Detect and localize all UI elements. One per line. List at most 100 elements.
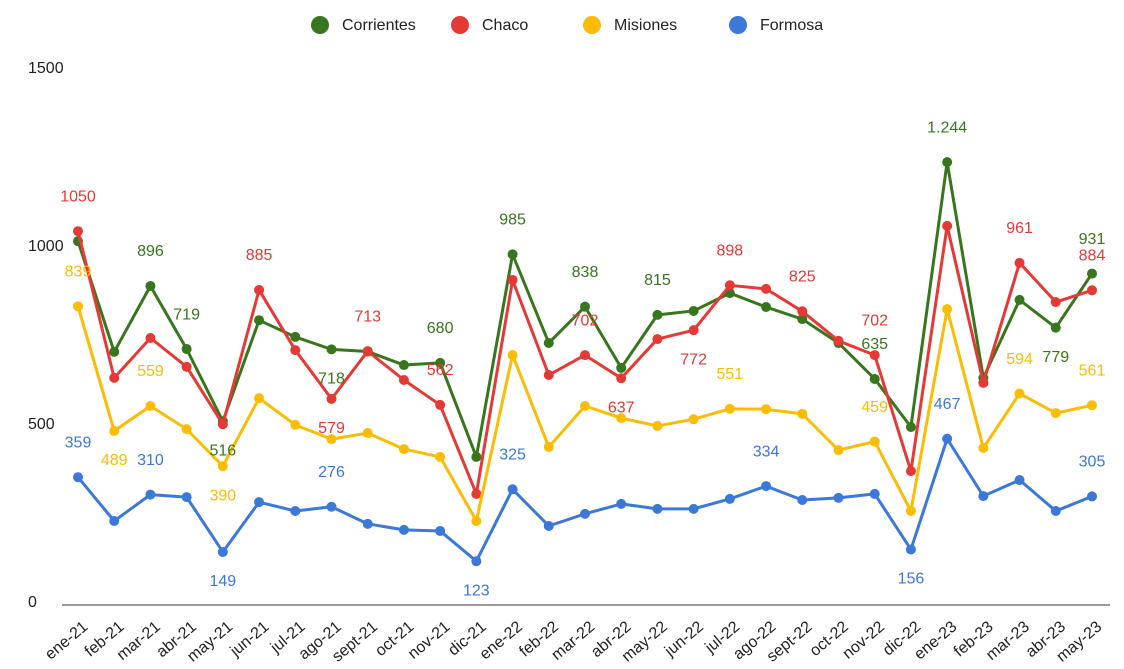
data-point [73, 226, 83, 237]
data-point [109, 372, 120, 383]
data-point [724, 280, 735, 291]
data-label: 779 [1042, 349, 1069, 366]
data-point [869, 350, 880, 361]
data-point [435, 451, 446, 462]
data-point [1050, 297, 1061, 308]
data-point [616, 362, 627, 373]
data-point [797, 314, 808, 325]
data-point [761, 404, 772, 415]
data-label: 149 [210, 573, 237, 590]
data-label: 276 [318, 464, 345, 481]
data-point [73, 472, 83, 483]
data-label: 551 [717, 366, 744, 383]
data-point [145, 281, 156, 292]
data-point [181, 492, 192, 503]
data-point [326, 344, 337, 355]
data-point [833, 335, 844, 346]
data-label: 713 [354, 308, 381, 325]
data-point [435, 399, 446, 410]
x-tick-label: nov-21 [405, 618, 453, 663]
data-point [761, 283, 772, 294]
data-point [507, 350, 518, 361]
data-point [1050, 506, 1061, 517]
data-point [1014, 475, 1025, 486]
y-tick-label: 1000 [28, 238, 64, 255]
data-point [942, 433, 953, 444]
data-label: 489 [101, 452, 128, 469]
data-label: 637 [608, 399, 635, 416]
data-label: 156 [898, 571, 925, 588]
data-point [905, 506, 916, 517]
data-point [326, 393, 337, 404]
data-point [181, 424, 192, 435]
data-point [543, 520, 554, 531]
data-point [543, 337, 554, 348]
data-point [109, 346, 120, 357]
legend-marker [311, 16, 329, 34]
data-point [1050, 408, 1061, 419]
data-point [797, 494, 808, 505]
data-point [978, 491, 989, 502]
data-point [1014, 257, 1025, 268]
data-label: 884 [1079, 248, 1106, 265]
data-point [507, 484, 518, 495]
data-label: 325 [499, 447, 526, 464]
data-point [290, 331, 301, 342]
data-point [181, 344, 192, 355]
legend-marker [583, 16, 601, 34]
data-point [435, 525, 446, 536]
data-point [362, 346, 373, 357]
data-point [471, 488, 482, 499]
legend-label: Misiones [614, 17, 677, 34]
x-tick-label: ene-21 [42, 618, 91, 663]
data-label: 467 [934, 396, 961, 413]
data-point [797, 306, 808, 317]
data-label: 359 [65, 434, 92, 451]
x-tick-label: jun-21 [227, 618, 273, 660]
data-point [688, 414, 699, 425]
data-point [362, 518, 373, 529]
data-point [1014, 388, 1025, 399]
data-label: 961 [1006, 220, 1033, 237]
data-label: 702 [861, 312, 888, 329]
data-point [580, 400, 590, 411]
data-point [905, 544, 916, 555]
data-point [217, 546, 228, 557]
data-point [1087, 285, 1097, 296]
y-tick-label: 1500 [28, 60, 64, 77]
data-point [362, 428, 373, 439]
data-label: 838 [572, 264, 599, 281]
data-label: 885 [246, 247, 273, 264]
data-label: 561 [1079, 363, 1106, 380]
data-point [942, 157, 953, 168]
legend-marker [729, 16, 747, 34]
data-point [326, 434, 337, 445]
legend-label: Chaco [482, 17, 528, 34]
data-point [507, 249, 518, 260]
data-point [797, 408, 808, 419]
x-tick-label: nov-22 [840, 618, 888, 663]
data-label: 898 [717, 243, 744, 260]
data-point [1087, 400, 1097, 411]
data-point [869, 373, 880, 384]
x-tick-label: jun-22 [661, 618, 707, 660]
data-point [398, 375, 409, 386]
data-point [616, 413, 627, 424]
data-label: 635 [861, 336, 888, 353]
data-label: 718 [318, 371, 345, 388]
data-point [145, 400, 156, 411]
data-point [109, 425, 120, 436]
data-label: 985 [499, 212, 526, 229]
data-point [471, 451, 482, 462]
y-tick-label: 500 [28, 416, 55, 433]
y-tick-label: 0 [28, 594, 37, 611]
data-point [652, 420, 663, 431]
data-label: 310 [137, 452, 164, 469]
data-point [507, 274, 518, 285]
data-point [254, 497, 265, 508]
data-point [1087, 491, 1097, 502]
data-point [833, 492, 844, 503]
data-label: 123 [463, 582, 490, 599]
data-point [254, 315, 265, 326]
data-point [1014, 294, 1025, 305]
